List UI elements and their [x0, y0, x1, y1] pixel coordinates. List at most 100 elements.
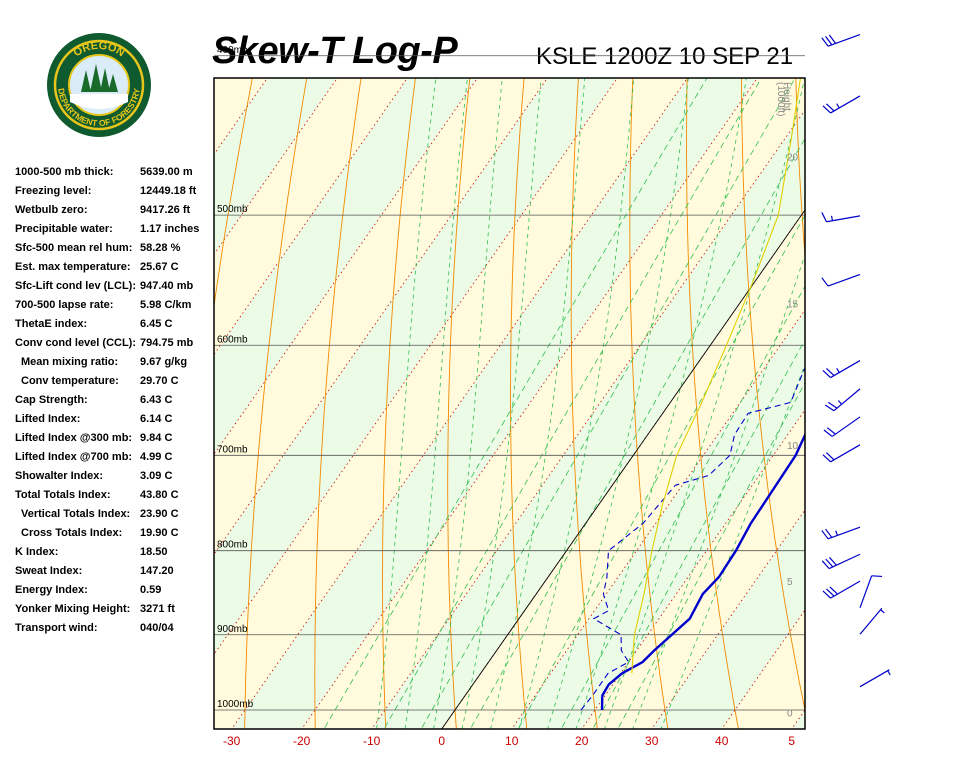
moist-adiabat-line	[490, 78, 586, 729]
wind-barb	[859, 669, 891, 688]
wind-barb-feather	[826, 588, 835, 597]
index-row: Showalter Index: 3.09 C	[15, 470, 215, 489]
wind-barb-feather	[822, 105, 831, 114]
index-value: 58.28 %	[140, 242, 181, 254]
wind-barb-feather	[829, 557, 837, 566]
index-label: Cross Totals Index:	[21, 527, 123, 539]
index-label: Mean mixing ratio:	[21, 356, 119, 368]
index-value: 25.67 C	[140, 261, 179, 273]
wind-barb-column	[808, 33, 891, 729]
wind-barb-half-feather	[830, 215, 834, 221]
wind-barb-feather	[824, 404, 835, 412]
moist-adiabat-line	[433, 78, 503, 729]
index-value: 0.59	[140, 584, 162, 596]
temperature-tick-label: -10	[363, 734, 381, 748]
index-label: 1000-500 mb thick:	[15, 166, 114, 178]
height-axis: 20 15 10 5 0 Height(1000ft)	[775, 82, 799, 720]
index-row: Cross Totals Index: 19.90 C	[15, 527, 215, 546]
index-value: 6.43 C	[140, 394, 173, 406]
wind-barb-feather	[826, 452, 835, 461]
isotherm-band	[214, 78, 268, 155]
wind-barb-staff	[828, 553, 861, 570]
moist-adiabat-line	[547, 78, 689, 729]
index-label: Conv temperature:	[21, 375, 119, 387]
wind-barb-feather	[821, 530, 829, 540]
pressure-label: 500mb	[217, 204, 248, 215]
pressure-label: 600mb	[217, 334, 248, 345]
parcel-trace	[631, 78, 802, 674]
wind-barb	[822, 444, 861, 463]
height-tick-label: 10	[787, 441, 799, 452]
dry-adiabat-line	[846, 0, 960, 765]
temperature-tick-label: 10	[505, 734, 519, 748]
plot-frame	[213, 77, 806, 730]
index-row: Total Totals Index: 43.80 C	[15, 489, 215, 508]
mixing-ratio-line	[469, 137, 805, 729]
wind-barb-feather	[822, 369, 831, 379]
index-value: 3.09 C	[140, 470, 173, 482]
wind-barb-staff	[830, 580, 861, 599]
wind-barb-staff	[859, 607, 883, 635]
wind-barb-staff	[859, 575, 873, 608]
dry-adiabat-line	[686, 78, 739, 729]
index-label: Conv cond level (CCL):	[15, 337, 137, 349]
wind-barb	[859, 575, 883, 608]
index-value: 4.99 C	[140, 451, 173, 463]
dry-adiabat-line	[382, 78, 416, 729]
height-tick-label: 5	[787, 577, 793, 588]
dry-adiabat-line	[244, 78, 308, 729]
temperature-tick-label: 0	[438, 734, 445, 748]
chart-title: Skew-T Log-P	[212, 30, 458, 72]
height-axis-title: Height	[781, 82, 792, 111]
index-label: Sfc-500 mean rel hum:	[15, 242, 133, 254]
index-row: Conv temperature: 29.70 C	[15, 375, 215, 394]
station-time-label: KSLE 1200Z 10 SEP 21	[536, 43, 794, 70]
index-value: 29.70 C	[140, 375, 179, 387]
index-value: 12449.18 ft	[140, 185, 197, 197]
index-label: Yonker Mixing Height:	[15, 603, 131, 615]
wind-barb-feather	[827, 401, 838, 409]
index-value: 18.50	[140, 546, 168, 558]
wind-barb	[822, 360, 861, 379]
mixing-ratio-line	[323, 78, 708, 729]
temperature-trace	[600, 432, 805, 711]
wind-barb	[824, 388, 861, 412]
index-row: 1000-500 mb thick: 5639.00 m	[15, 166, 215, 185]
wind-barb-staff	[830, 444, 861, 463]
moist-adiabat-lines	[376, 78, 805, 729]
index-label: Cap Strength:	[15, 394, 88, 406]
wind-barb	[822, 580, 861, 599]
index-label: K Index:	[15, 546, 59, 558]
moist-adiabat-line	[404, 78, 468, 729]
wind-barb	[821, 212, 861, 223]
index-value: 147.20	[140, 565, 174, 577]
index-value: 19.90 C	[140, 527, 179, 539]
index-value: 794.75 mb	[140, 337, 194, 349]
temperature-tick-label: 5	[788, 734, 795, 748]
dry-adiabat-line	[314, 78, 362, 729]
index-value: 1.17 inches	[140, 223, 200, 235]
moist-adiabat-line	[575, 78, 747, 729]
index-row: Lifted Index @300 mb: 9.84 C	[15, 432, 215, 451]
pressure-label: 800mb	[217, 540, 248, 551]
dewpoint-trace	[580, 367, 805, 711]
pressure-label: 400mb	[217, 45, 248, 56]
wind-barb-staff	[831, 416, 861, 437]
temperature-tick-label: 30	[645, 734, 659, 748]
index-value: 5.98 C/km	[140, 299, 192, 311]
wind-barb-feather	[826, 427, 836, 435]
index-value: 23.90 C	[140, 508, 179, 520]
wind-barb	[859, 607, 885, 635]
mixing-ratio-line	[517, 214, 805, 729]
height-tick-label: 20	[787, 152, 799, 163]
wind-barb-staff	[833, 388, 861, 412]
wind-barb-staff	[830, 360, 861, 379]
dry-adiabat-line	[741, 78, 805, 713]
index-row: K Index: 18.50	[15, 546, 215, 565]
moist-adiabat-line	[376, 78, 437, 729]
index-row: Vertical Totals Index: 23.90 C	[15, 508, 215, 527]
index-label: Freezing level:	[15, 185, 92, 197]
index-row: Energy Index: 0.59	[15, 584, 215, 603]
index-row: Est. max temperature: 25.67 C	[15, 261, 215, 280]
